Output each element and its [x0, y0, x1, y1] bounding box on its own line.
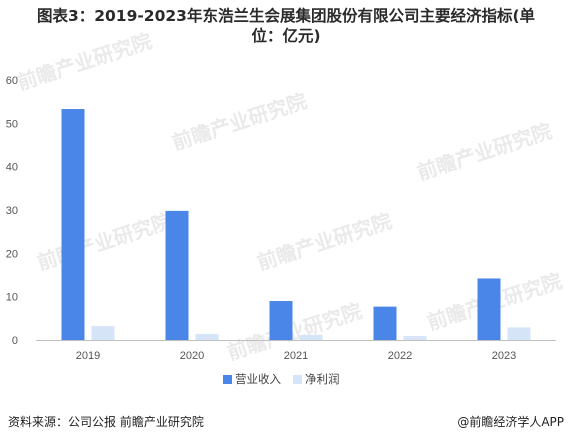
y-tick-label: 0: [12, 335, 18, 347]
bar-net-profit-2021: [299, 334, 323, 340]
y-tick-label: 60: [6, 75, 18, 87]
chart-title: 图表3：2019-2023年东浩兰生会展集团股份有限公司主要经济指标(单 位：亿…: [0, 6, 572, 46]
source-note: 资料来源：公司公报 前瞻产业研究院: [8, 415, 204, 429]
bar-revenue-2022: [373, 306, 397, 340]
legend-label-net-profit: 净利润: [305, 372, 340, 386]
bar-net-profit-2022: [403, 336, 427, 340]
bar-revenue-2023: [477, 278, 501, 340]
x-tick-label: 2020: [180, 350, 204, 362]
y-tick-label: 20: [6, 248, 18, 260]
x-tick-label: 2021: [284, 350, 308, 362]
watermark-text: 前瞻产业研究院: [414, 119, 555, 185]
brand-label: @前瞻经济学人APP: [457, 415, 564, 429]
x-tick-label: 2023: [492, 350, 516, 362]
bar-revenue-2019: [61, 109, 85, 341]
watermark-text: 前瞻产业研究院: [254, 209, 395, 275]
legend-swatch-revenue: [223, 375, 232, 384]
y-tick-label: 40: [6, 162, 18, 174]
bar-revenue-2020: [165, 210, 189, 340]
bar-revenue-2021: [269, 301, 293, 340]
bar-net-profit-2019: [91, 326, 115, 340]
watermark-text: 前瞻产业研究院: [34, 209, 175, 275]
chart-title-line2: 位：亿元): [251, 27, 321, 45]
chart-title-line1: 图表3：2019-2023年东浩兰生会展集团股份有限公司主要经济指标(单: [36, 7, 536, 25]
x-tick-label: 2019: [76, 350, 100, 362]
y-tick-label: 10: [6, 292, 18, 304]
y-tick-label: 30: [6, 205, 18, 217]
legend-label-revenue: 营业收入: [235, 372, 281, 386]
bar-net-profit-2023: [507, 327, 531, 340]
x-tick-label: 2022: [388, 350, 412, 362]
watermark-text: 前瞻产业研究院: [14, 29, 155, 95]
legend-swatch-net-profit: [293, 375, 302, 384]
watermark-text: 前瞻产业研究院: [169, 89, 310, 155]
bar-net-profit-2020: [195, 333, 219, 340]
y-tick-label: 50: [6, 118, 18, 130]
